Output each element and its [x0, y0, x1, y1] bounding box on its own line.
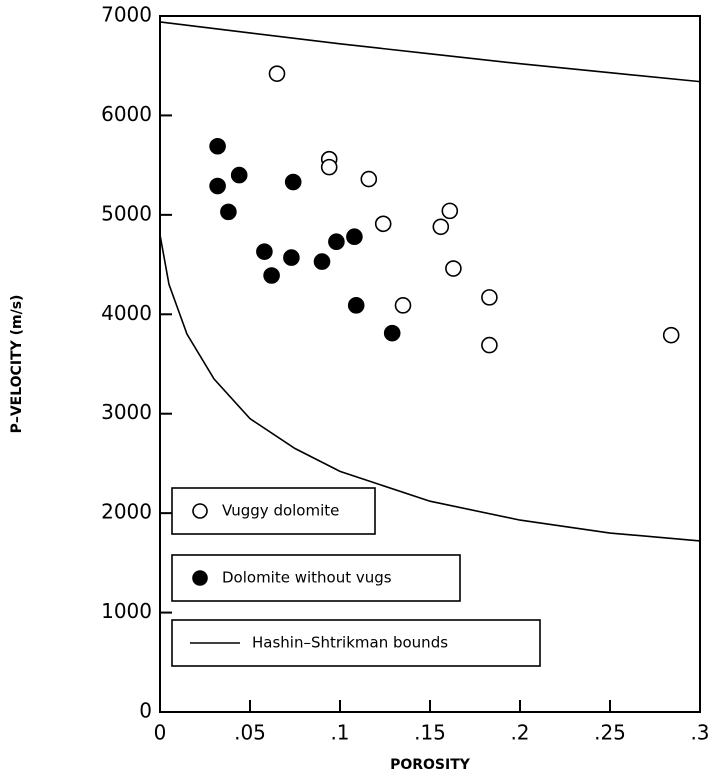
legend-swatch: [192, 570, 208, 586]
data-point: [346, 228, 363, 246]
x-tick-label: .15: [414, 721, 446, 745]
data-point: [445, 260, 462, 277]
data-point: [209, 137, 226, 155]
x-tick-label: .05: [234, 721, 266, 745]
data-point: [313, 253, 331, 270]
data-point: [432, 218, 450, 236]
bound-line: [159, 21, 701, 542]
data-point: [283, 249, 300, 266]
data-point: [481, 289, 498, 306]
x-tick-label: .25: [594, 721, 626, 745]
x-tick-label: 0: [154, 721, 167, 745]
data-point: [230, 166, 248, 184]
data-point: [320, 158, 338, 176]
plot-frame: [159, 15, 701, 713]
x-tick-label: .3: [690, 721, 709, 745]
x-axis-label: POROSITY: [390, 757, 471, 773]
y-tick-label: 7000: [101, 3, 152, 27]
x-tick-label: .2: [510, 721, 529, 745]
data-point: [394, 297, 412, 314]
legend-label: Vuggy dolomite: [222, 502, 339, 520]
y-axis-label: P–VELOCITY (m/s): [9, 295, 25, 434]
data-point: [209, 177, 226, 195]
y-tick-label: 5000: [101, 201, 152, 225]
x-tick-label: .1: [330, 721, 349, 745]
legend-label: Hashin–Shtrikman bounds: [252, 634, 448, 652]
data-point: [263, 267, 280, 284]
data-point: [220, 203, 237, 221]
legend-label: Dolomite without vugs: [222, 569, 392, 587]
data-point: [374, 215, 392, 233]
data-point: [360, 170, 378, 188]
y-tick-label: 1000: [101, 599, 152, 623]
y-tick-label: 0: [139, 699, 152, 723]
legend-box: [171, 487, 376, 535]
data-point: [268, 65, 286, 82]
data-point: [284, 173, 302, 191]
y-tick-label: 3000: [101, 400, 152, 424]
data-point: [441, 202, 459, 220]
data-point: [662, 326, 680, 344]
data-point: [383, 324, 401, 342]
legend-swatch: [192, 503, 208, 519]
y-tick-label: 6000: [101, 102, 152, 126]
data-point: [256, 243, 273, 260]
y-tick-label: 2000: [101, 500, 152, 524]
data-point: [481, 336, 498, 354]
data-point: [347, 297, 365, 314]
data-point: [328, 233, 345, 251]
legend-box: [171, 554, 461, 602]
y-tick-label: 4000: [101, 301, 152, 325]
